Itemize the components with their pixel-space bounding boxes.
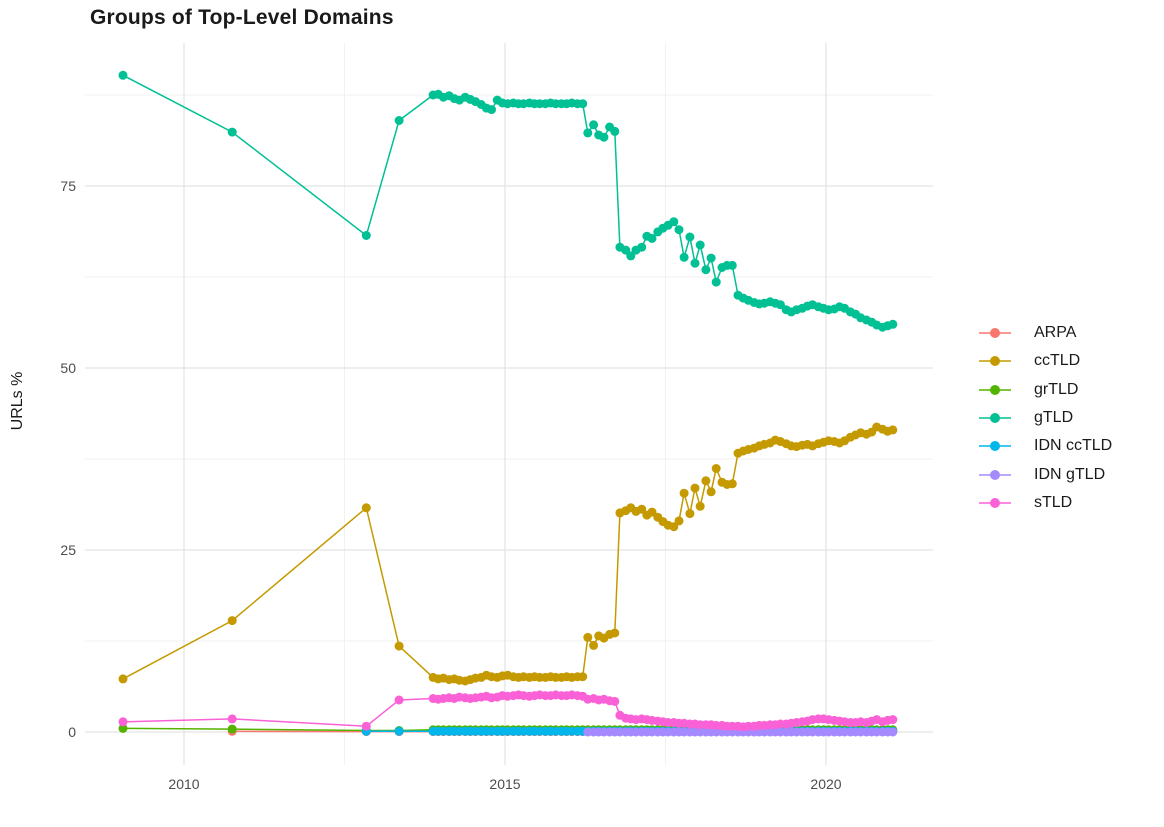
legend-key-line-dot-icon	[979, 328, 1011, 339]
y-tick-75: 75	[60, 178, 76, 194]
legend-item-arpa: ARPA	[978, 319, 1112, 347]
series-gtld	[118, 70, 898, 332]
gridlines	[85, 43, 933, 765]
legend-item-idn-gtld: IDN gTLD	[978, 460, 1112, 488]
legend-label: sTLD	[1034, 493, 1073, 511]
legend-label: IDN ccTLD	[1034, 437, 1113, 455]
x-tick-2020: 2020	[810, 776, 842, 792]
x-tick-2015: 2015	[489, 776, 521, 792]
legend-label: ccTLD	[1034, 352, 1081, 370]
legend-item-stld: sTLD	[978, 489, 1112, 517]
legend-key-line-dot-icon	[979, 413, 1011, 424]
legend-item-gtld: gTLD	[978, 404, 1112, 432]
legend: ARPA ccTLD grTLD gTLD IDN ccTLD IDN gTLD…	[978, 319, 1112, 517]
series-stld	[118, 690, 898, 732]
legend-key-line-dot-icon	[979, 356, 1011, 367]
legend-label: ARPA	[1034, 324, 1077, 342]
legend-key-line-dot-icon	[979, 497, 1011, 508]
legend-item-idn-cctld: IDN ccTLD	[978, 432, 1112, 460]
legend-item-grtld: grTLD	[978, 376, 1112, 404]
legend-item-cctld: ccTLD	[978, 347, 1112, 375]
series-cctld	[118, 422, 898, 686]
series-idn-gtld	[583, 727, 898, 737]
chart-title: Groups of Top-Level Domains	[90, 6, 394, 29]
legend-label: grTLD	[1034, 380, 1079, 398]
legend-label: IDN gTLD	[1034, 465, 1106, 483]
y-tick-50: 50	[60, 360, 76, 376]
y-tick-25: 25	[60, 542, 76, 558]
legend-key-line-dot-icon	[979, 384, 1011, 395]
legend-key-line-dot-icon	[979, 469, 1011, 480]
x-tick-2010: 2010	[168, 776, 200, 792]
legend-key-line-dot-icon	[979, 441, 1011, 452]
y-tick-0: 0	[68, 724, 76, 740]
legend-label: gTLD	[1034, 409, 1074, 427]
